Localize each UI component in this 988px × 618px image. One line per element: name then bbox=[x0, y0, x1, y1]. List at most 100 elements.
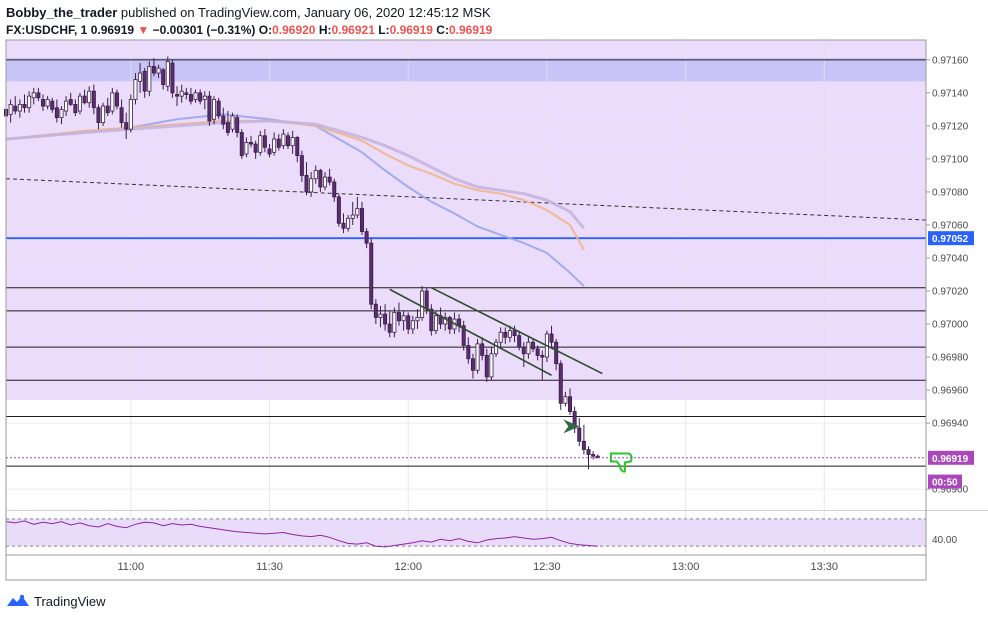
candle-body bbox=[165, 61, 170, 87]
price-badge-label: 0.97052 bbox=[932, 234, 969, 245]
candle-body bbox=[507, 330, 512, 338]
candle bbox=[105, 97, 110, 116]
quote-line: FX:USDCHF, 1 0.96919 ▼ −0.00301 (−0.31%)… bbox=[6, 22, 982, 39]
candle bbox=[359, 201, 364, 235]
candle bbox=[13, 96, 18, 115]
last-price: 0.96919 bbox=[90, 23, 135, 37]
candle-body bbox=[304, 175, 309, 193]
candle-body bbox=[198, 92, 203, 102]
candle-body bbox=[128, 99, 133, 130]
candle-body bbox=[161, 69, 166, 85]
candle-body bbox=[68, 99, 73, 105]
tradingview-logo-icon bbox=[7, 594, 29, 606]
candle-body bbox=[595, 455, 600, 459]
candle bbox=[346, 215, 351, 232]
candle bbox=[138, 63, 143, 93]
candle-body bbox=[179, 90, 184, 97]
candle-body bbox=[73, 104, 78, 114]
candle-body bbox=[341, 222, 346, 229]
candle bbox=[364, 228, 369, 249]
candle-body bbox=[22, 104, 27, 109]
candle bbox=[142, 68, 147, 98]
price-badge-timer bbox=[928, 474, 962, 489]
candle bbox=[179, 84, 184, 103]
candle-body bbox=[503, 331, 508, 338]
candle-body bbox=[239, 132, 244, 156]
candle bbox=[276, 134, 281, 151]
candle-body bbox=[82, 95, 87, 104]
candle bbox=[161, 68, 166, 90]
candle-body bbox=[420, 290, 425, 318]
y-tick-label: 0.96980 bbox=[932, 353, 969, 364]
candle bbox=[54, 99, 59, 123]
candle-body bbox=[369, 242, 374, 305]
candle-body bbox=[124, 122, 129, 130]
candle-body bbox=[383, 313, 388, 325]
candle-body bbox=[193, 92, 198, 100]
candle bbox=[489, 347, 494, 381]
candle bbox=[309, 172, 314, 197]
rsi-band bbox=[6, 518, 926, 547]
candle bbox=[549, 325, 554, 349]
price-badge-label: 0.96919 bbox=[932, 454, 969, 465]
candle-body bbox=[101, 105, 106, 123]
symbol-label[interactable]: FX:USDCHF, 1 bbox=[6, 23, 88, 37]
chart-header: Bobby_the_trader published on TradingVie… bbox=[6, 4, 982, 39]
candle-body bbox=[96, 107, 101, 123]
channel-line bbox=[430, 286, 603, 375]
price-change: −0.00301 (−0.31%) bbox=[152, 23, 256, 37]
low-value: 0.96919 bbox=[389, 23, 433, 37]
candle-body bbox=[276, 138, 281, 148]
candle-body bbox=[336, 196, 341, 224]
footer[interactable]: TradingView bbox=[6, 590, 106, 612]
candle-body bbox=[591, 454, 596, 457]
candle-body bbox=[230, 115, 235, 130]
candle-body bbox=[290, 137, 295, 147]
candle-body bbox=[359, 208, 364, 232]
candle bbox=[299, 150, 304, 183]
candle-body bbox=[221, 115, 226, 125]
thumbs-down-icon bbox=[609, 452, 633, 473]
author-name[interactable]: Bobby_the_trader bbox=[6, 5, 118, 20]
candle bbox=[165, 56, 170, 92]
footer-brand: TradingView bbox=[34, 593, 106, 609]
candle-body bbox=[142, 70, 147, 92]
x-tick-label: 11:00 bbox=[117, 561, 144, 573]
candle bbox=[281, 129, 286, 149]
candle bbox=[40, 94, 45, 112]
candle-body bbox=[350, 214, 355, 219]
candle bbox=[327, 168, 332, 186]
candle-body bbox=[184, 92, 189, 95]
candle-body bbox=[8, 104, 13, 115]
candle-body bbox=[133, 79, 138, 100]
close-label: C: bbox=[436, 23, 449, 37]
candle-body bbox=[563, 396, 568, 404]
candle-body bbox=[249, 141, 254, 145]
candle-body bbox=[470, 358, 475, 371]
x-tick-label: 13:00 bbox=[672, 561, 700, 573]
open-label: O: bbox=[258, 23, 273, 37]
candle bbox=[521, 342, 526, 367]
candle bbox=[8, 99, 13, 123]
channel-line bbox=[389, 288, 552, 376]
candle bbox=[387, 310, 392, 338]
main-pane[interactable] bbox=[4, 40, 927, 553]
candle-body bbox=[526, 341, 531, 355]
candle bbox=[188, 87, 193, 105]
candle-body bbox=[262, 135, 267, 148]
price-chart[interactable]: 0.97160 0.97140 0.97120 0.97100 0.97080 0.970… bbox=[0, 0, 988, 590]
candle bbox=[577, 418, 582, 447]
candle bbox=[77, 92, 82, 115]
high-value: 0.96921 bbox=[331, 23, 375, 37]
candle-body bbox=[188, 94, 193, 102]
candle bbox=[595, 454, 600, 459]
candle-body bbox=[147, 66, 152, 92]
arrow-marker-icon bbox=[563, 419, 580, 434]
candle bbox=[64, 96, 69, 116]
rsi-pane[interactable] bbox=[5, 518, 926, 548]
candle-body bbox=[494, 341, 499, 355]
candle-body bbox=[531, 341, 536, 350]
candle bbox=[114, 89, 119, 110]
candle bbox=[27, 91, 32, 113]
candle bbox=[239, 129, 244, 159]
